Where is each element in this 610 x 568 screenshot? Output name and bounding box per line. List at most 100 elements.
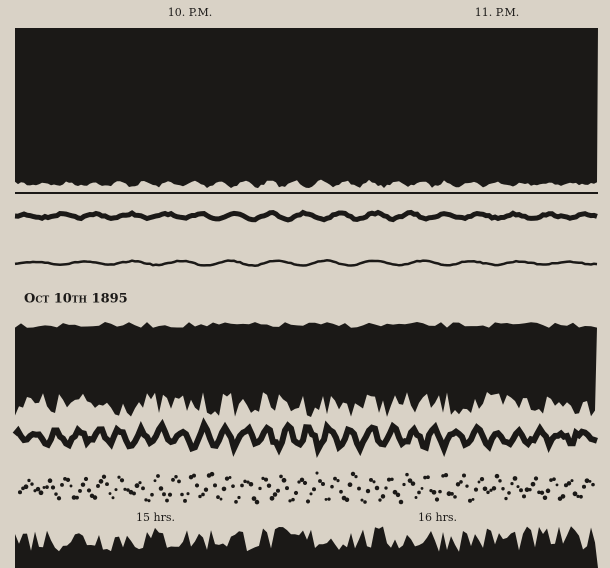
trace-dot (282, 478, 287, 483)
trace-dot (591, 483, 595, 487)
trace-dot (276, 489, 280, 493)
trace-dot (498, 479, 501, 482)
trace-dot (384, 486, 387, 489)
trace-dot (366, 489, 370, 493)
trace-dot (333, 477, 337, 481)
trace-dot (36, 487, 40, 491)
trace-dot (270, 496, 275, 501)
trace-dot (351, 472, 355, 476)
seismogram: 10. P.M. 11. P.M. Oct 10th 1895 15 hrs. … (0, 0, 610, 568)
trace-dot (552, 477, 556, 481)
trace-dot (522, 494, 526, 498)
trace-dot (81, 482, 85, 486)
trace-dot (486, 491, 489, 494)
trace-dot (570, 479, 573, 482)
trace-dot (75, 496, 79, 500)
trace-dot (495, 474, 500, 479)
time-label: 15 hrs. (136, 511, 175, 524)
date-label: Oct 10th 1895 (24, 292, 128, 307)
trace-dot (507, 491, 511, 495)
trace-dot (415, 496, 418, 499)
trace-dot (117, 476, 120, 479)
trace-dot (165, 499, 169, 503)
trace-dot (315, 472, 318, 475)
trace-dot (348, 482, 353, 487)
trace-dot (417, 491, 421, 495)
trace-dot (93, 495, 98, 500)
time-label: 10. P.M. (168, 6, 212, 19)
trace-dot (156, 474, 160, 478)
trace-dot (472, 498, 475, 501)
trace-dot (18, 490, 22, 494)
page: 10. P.M. 11. P.M. Oct 10th 1895 15 hrs. … (0, 0, 610, 568)
trace-dot (291, 498, 295, 502)
trace-dot (516, 485, 519, 488)
trace-dot (459, 480, 463, 484)
trace-dot (327, 497, 330, 500)
trace-dot (147, 499, 150, 502)
trace-dot (174, 475, 177, 478)
trace-dot (357, 487, 361, 491)
trace-dot (57, 496, 61, 500)
trace-dot (325, 498, 328, 501)
trace-dot (531, 482, 536, 487)
trace-dot (300, 478, 304, 482)
trace-dot (213, 483, 217, 487)
trace-dot (378, 498, 381, 501)
trace-dot (252, 496, 257, 501)
trace-dot (519, 488, 523, 492)
trace-dot (279, 475, 283, 479)
trace-dot (243, 480, 246, 483)
trace-dot (421, 487, 424, 490)
trace-dot (361, 499, 364, 502)
trace-dot (432, 490, 437, 495)
trace-dot (465, 485, 468, 488)
trace-dot (480, 477, 484, 481)
trace-dot (54, 492, 57, 495)
trace-dot (27, 479, 30, 482)
trace-dot (318, 479, 322, 483)
trace-dot (483, 486, 488, 491)
trace-dot (375, 486, 380, 491)
trace-dot (78, 489, 82, 493)
trace-dot (369, 478, 373, 482)
trace-dot (132, 491, 136, 495)
trace-dot (585, 478, 590, 483)
trace-dot (183, 499, 187, 503)
trace-dot (589, 480, 592, 483)
trace-dot (258, 487, 261, 490)
trace-dot (138, 481, 141, 484)
trace-dot (501, 487, 504, 490)
trace-dot (306, 499, 310, 503)
trace-dot (198, 495, 201, 498)
trace-dot (180, 493, 184, 497)
trace-dot (234, 500, 238, 504)
trace-dot (96, 484, 100, 488)
trace-dot (576, 495, 579, 498)
trace-dot (114, 488, 117, 491)
trace-dot (216, 495, 220, 499)
trace-dot (513, 476, 518, 481)
trace-dot (60, 483, 64, 487)
trace-dot (478, 481, 481, 484)
trace-dot (556, 483, 559, 486)
time-label: 11. P.M. (475, 6, 519, 19)
trace-dot (321, 482, 325, 486)
trace-dot (546, 489, 551, 494)
trace-dot (426, 475, 430, 479)
trace-dot (294, 491, 298, 495)
trace-dot (267, 483, 271, 487)
trace-dot (255, 500, 260, 505)
trace-dot (240, 484, 244, 488)
trace-dot (444, 473, 448, 477)
trace-dot (210, 472, 215, 477)
trace-dot (543, 495, 547, 499)
trace-dot (144, 498, 147, 501)
trace-dot (168, 493, 172, 497)
trace-dot (195, 483, 199, 487)
trace-band (15, 28, 598, 188)
trace-dot (102, 475, 106, 479)
trace-dot (43, 486, 46, 489)
trace-dot (438, 490, 442, 494)
trace-dot (399, 500, 404, 505)
